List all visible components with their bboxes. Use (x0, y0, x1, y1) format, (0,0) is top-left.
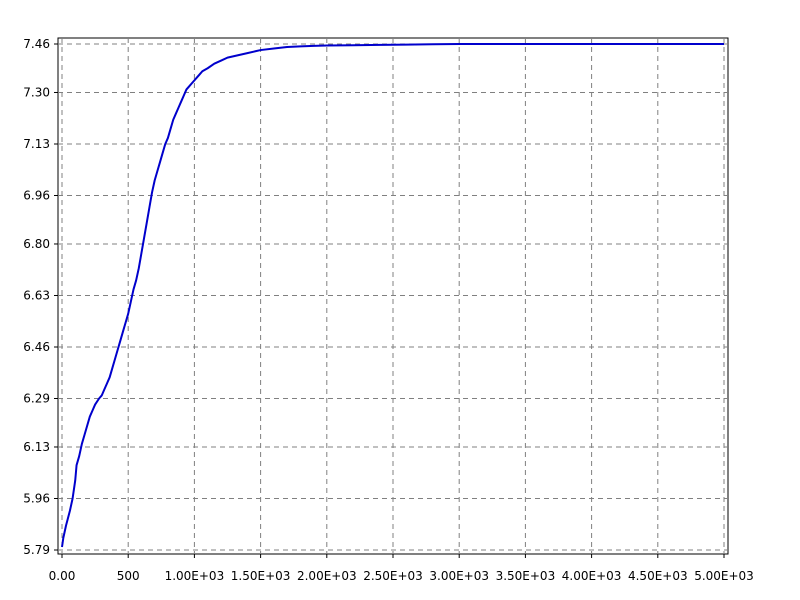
x-tick-label: 4.00E+03 (562, 569, 622, 583)
y-tick-label: 5.79 (23, 543, 50, 557)
y-tick-label: 6.80 (23, 237, 50, 251)
y-tick-label: 6.46 (23, 340, 50, 354)
x-tick-label: 3.00E+03 (429, 569, 489, 583)
x-tick-label: 1.00E+03 (165, 569, 225, 583)
y-tick-label: 7.30 (23, 85, 50, 99)
x-tick-label: 4.50E+03 (628, 569, 688, 583)
y-tick-label: 6.13 (23, 440, 50, 454)
y-axis: 5.79 5.96 6.13 6.29 6.46 6.63 6.80 6.96 7.13 7.30… (23, 37, 58, 557)
series-line (61, 43, 724, 548)
x-axis: 0.00 500 1.00E+03 1.50E+03 2.00E+03 2.50E+03 3… (49, 554, 754, 583)
y-tick-label: 6.63 (23, 288, 50, 302)
y-tick-label: 6.29 (23, 392, 50, 406)
x-tick-label: 500 (117, 569, 140, 583)
x-tick-label: 2.50E+03 (363, 569, 423, 583)
plot-area (57, 37, 729, 555)
x-tick-label: 5.00E+03 (694, 569, 754, 583)
x-tick-label: 3.50E+03 (496, 569, 556, 583)
x-tick-label: 2.00E+03 (297, 569, 357, 583)
x-tick-label: 0.00 (49, 569, 76, 583)
y-tick-label: 7.46 (23, 37, 50, 51)
y-tick-label: 6.96 (23, 188, 50, 202)
y-tick-label: 5.96 (23, 491, 50, 505)
x-tick-label: 1.50E+03 (231, 569, 291, 583)
y-tick-label: 7.13 (23, 137, 50, 151)
grid-lines (58, 38, 728, 554)
